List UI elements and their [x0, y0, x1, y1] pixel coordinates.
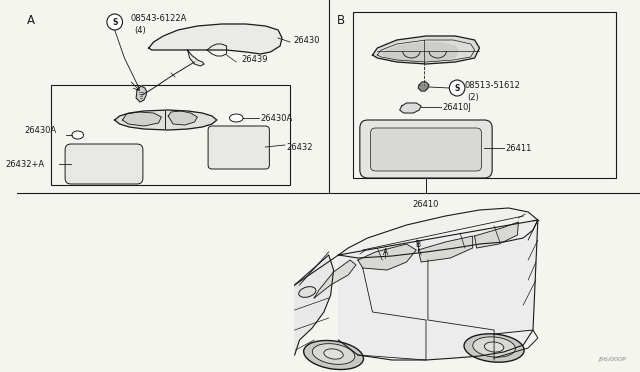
- Text: 26411: 26411: [506, 144, 532, 153]
- Ellipse shape: [484, 342, 504, 352]
- Ellipse shape: [449, 80, 465, 96]
- Ellipse shape: [299, 287, 316, 297]
- Text: 26439: 26439: [241, 55, 268, 64]
- FancyBboxPatch shape: [360, 120, 492, 178]
- Text: A: A: [383, 247, 388, 257]
- Text: 08543-6122A: 08543-6122A: [131, 13, 187, 22]
- Polygon shape: [148, 24, 282, 54]
- Ellipse shape: [324, 349, 343, 359]
- Polygon shape: [339, 208, 538, 258]
- Ellipse shape: [312, 344, 355, 364]
- Polygon shape: [122, 112, 161, 126]
- Polygon shape: [136, 86, 147, 102]
- Text: 26430A: 26430A: [260, 113, 293, 122]
- FancyBboxPatch shape: [371, 128, 481, 171]
- Text: 26430A: 26430A: [24, 125, 56, 135]
- Text: B: B: [337, 14, 344, 27]
- FancyBboxPatch shape: [208, 126, 269, 169]
- Text: S: S: [112, 17, 117, 26]
- Ellipse shape: [464, 334, 524, 362]
- Text: (2): (2): [467, 93, 479, 102]
- Polygon shape: [314, 260, 356, 298]
- Text: (4): (4): [134, 26, 146, 35]
- Ellipse shape: [230, 114, 243, 122]
- Text: S: S: [454, 83, 460, 93]
- Polygon shape: [372, 36, 479, 64]
- Text: B: B: [415, 240, 420, 248]
- Polygon shape: [168, 111, 197, 125]
- Polygon shape: [294, 255, 333, 355]
- Polygon shape: [418, 82, 429, 91]
- Polygon shape: [400, 103, 421, 113]
- Polygon shape: [418, 236, 473, 262]
- Text: 26410: 26410: [413, 200, 439, 209]
- Text: 26430: 26430: [294, 35, 320, 45]
- Ellipse shape: [303, 340, 364, 369]
- Polygon shape: [339, 220, 538, 360]
- Text: J96/000P: J96/000P: [598, 357, 625, 362]
- Ellipse shape: [107, 14, 122, 30]
- Text: A: A: [27, 14, 35, 27]
- Bar: [353, 12, 616, 178]
- Bar: [51, 85, 290, 185]
- Polygon shape: [475, 222, 518, 248]
- Ellipse shape: [72, 131, 84, 139]
- Polygon shape: [382, 43, 458, 62]
- Text: 08513-51612: 08513-51612: [465, 80, 521, 90]
- Text: 26432: 26432: [287, 142, 314, 151]
- Text: 26432+A: 26432+A: [6, 160, 45, 169]
- Polygon shape: [358, 244, 416, 270]
- FancyBboxPatch shape: [65, 144, 143, 184]
- Polygon shape: [115, 110, 217, 130]
- Polygon shape: [188, 50, 204, 66]
- Text: 26410J: 26410J: [442, 103, 472, 112]
- Ellipse shape: [473, 337, 515, 357]
